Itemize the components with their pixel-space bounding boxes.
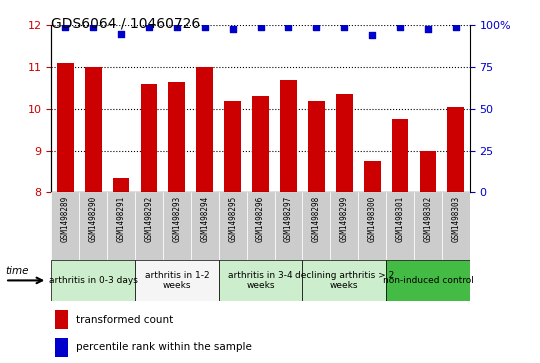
Bar xyxy=(135,192,163,260)
Bar xyxy=(113,178,130,192)
Bar xyxy=(85,67,102,192)
Point xyxy=(312,24,321,30)
Text: time: time xyxy=(5,266,29,276)
Bar xyxy=(308,101,325,192)
Bar xyxy=(364,161,381,192)
Bar xyxy=(386,192,414,260)
Text: arthritis in 0-3 days: arthritis in 0-3 days xyxy=(49,276,138,285)
Bar xyxy=(191,192,219,260)
Text: GSM1498293: GSM1498293 xyxy=(172,196,181,242)
Point xyxy=(340,24,349,30)
Text: GSM1498301: GSM1498301 xyxy=(395,196,404,242)
Bar xyxy=(51,260,135,301)
Text: GSM1498292: GSM1498292 xyxy=(145,196,153,242)
Text: non-induced control: non-induced control xyxy=(382,276,474,285)
Text: GSM1498303: GSM1498303 xyxy=(451,196,460,242)
Bar xyxy=(56,338,68,356)
Text: GSM1498298: GSM1498298 xyxy=(312,196,321,242)
Bar xyxy=(252,96,269,192)
Text: GSM1498297: GSM1498297 xyxy=(284,196,293,242)
Point xyxy=(89,24,98,30)
Bar xyxy=(442,192,470,260)
Bar xyxy=(302,260,386,301)
Bar xyxy=(197,67,213,192)
Bar xyxy=(448,107,464,192)
Text: GSM1498290: GSM1498290 xyxy=(89,196,98,242)
Bar xyxy=(392,119,408,192)
Text: arthritis in 1-2
weeks: arthritis in 1-2 weeks xyxy=(145,271,209,290)
Point xyxy=(117,31,125,37)
Text: GSM1498299: GSM1498299 xyxy=(340,196,349,242)
Text: transformed count: transformed count xyxy=(77,315,174,325)
Point xyxy=(368,33,376,38)
Text: GSM1498289: GSM1498289 xyxy=(60,196,70,242)
Text: GDS6064 / 10460726: GDS6064 / 10460726 xyxy=(51,16,200,30)
Bar xyxy=(358,192,386,260)
Text: GSM1498300: GSM1498300 xyxy=(368,196,377,242)
Text: arthritis in 3-4
weeks: arthritis in 3-4 weeks xyxy=(228,271,293,290)
Bar xyxy=(79,192,107,260)
Bar xyxy=(163,192,191,260)
Point xyxy=(451,24,460,30)
Point xyxy=(200,24,209,30)
Bar xyxy=(330,192,358,260)
Point xyxy=(228,26,237,32)
Bar xyxy=(219,260,302,301)
Bar xyxy=(140,84,157,192)
Bar xyxy=(274,192,302,260)
Point xyxy=(284,24,293,30)
Bar xyxy=(302,192,330,260)
Bar xyxy=(51,192,79,260)
Text: GSM1498295: GSM1498295 xyxy=(228,196,237,242)
Bar xyxy=(336,94,353,192)
Bar xyxy=(247,192,274,260)
Text: GSM1498291: GSM1498291 xyxy=(117,196,125,242)
Bar xyxy=(224,101,241,192)
Point xyxy=(423,26,432,32)
Bar xyxy=(57,63,73,192)
Bar xyxy=(56,310,68,330)
Point xyxy=(173,24,181,30)
Bar xyxy=(280,80,297,192)
Bar xyxy=(219,192,247,260)
Bar xyxy=(168,82,185,192)
Point xyxy=(256,24,265,30)
Bar xyxy=(420,151,436,192)
Text: percentile rank within the sample: percentile rank within the sample xyxy=(77,342,252,352)
Point xyxy=(396,24,404,30)
Text: GSM1498294: GSM1498294 xyxy=(200,196,210,242)
Bar xyxy=(135,260,219,301)
Bar xyxy=(386,260,470,301)
Text: GSM1498302: GSM1498302 xyxy=(423,196,433,242)
Bar xyxy=(107,192,135,260)
Text: declining arthritis > 2
weeks: declining arthritis > 2 weeks xyxy=(295,271,394,290)
Point xyxy=(145,24,153,30)
Text: GSM1498296: GSM1498296 xyxy=(256,196,265,242)
Point xyxy=(61,24,70,30)
Bar xyxy=(414,192,442,260)
